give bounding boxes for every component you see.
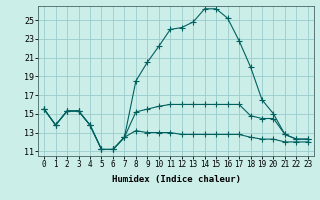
X-axis label: Humidex (Indice chaleur): Humidex (Indice chaleur) — [111, 175, 241, 184]
